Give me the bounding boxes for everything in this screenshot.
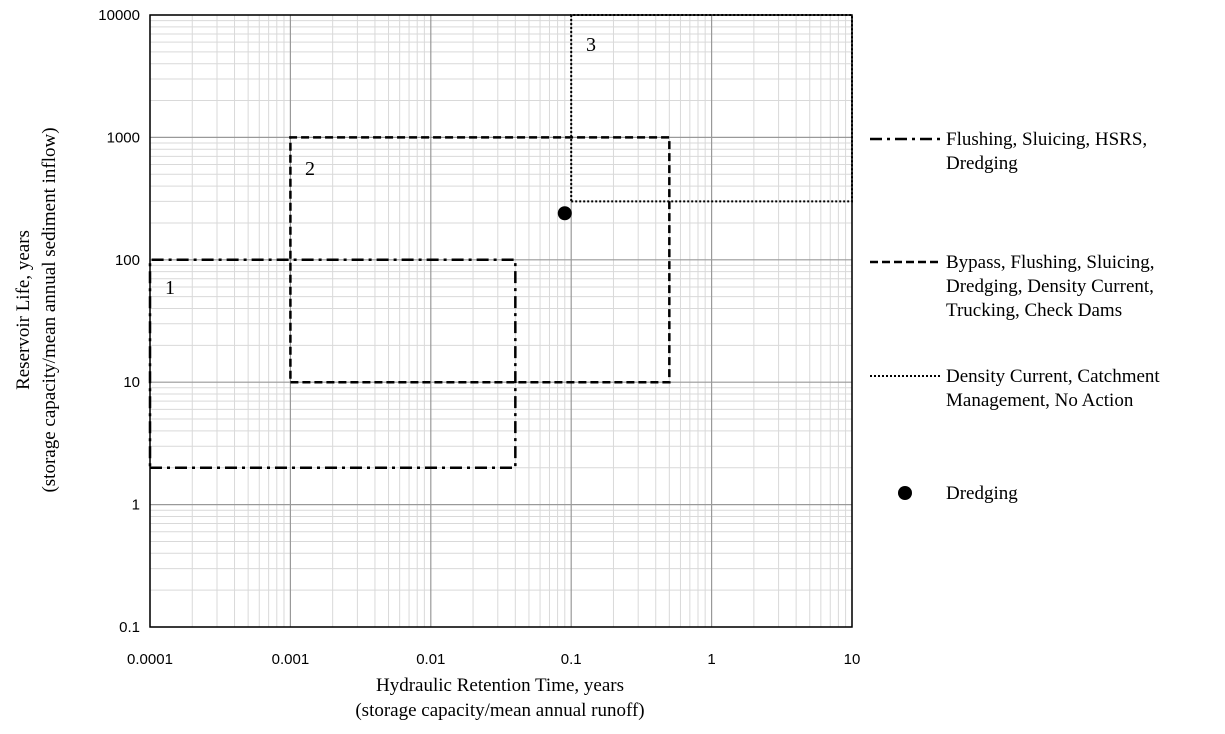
y-tick-label: 1000 <box>107 129 140 146</box>
x-tick-label: 0.0001 <box>127 651 173 668</box>
legend-entry-2: Trucking, Check Dams <box>946 300 1122 321</box>
x-tick-label: 1 <box>707 651 715 668</box>
legend-swatch-point <box>898 486 912 500</box>
series-region-2 <box>289 136 671 384</box>
region-label-2: 2 <box>305 158 315 180</box>
legend-entry-2: Bypass, Flushing, Sluicing, <box>946 252 1155 273</box>
y-tick-label: 100 <box>115 252 140 269</box>
tick-labels: 0.0001 0.001 0.01 0.1 1 10 0.1 1 10 100 1000 10000 <box>98 7 860 668</box>
legend: Flushing, Sluicing, HSRS, Dredging Bypass,… <box>870 129 1160 504</box>
x-axis-title: Hydraulic Retention Time, years <box>376 675 624 696</box>
series-region-1 <box>148 258 517 470</box>
legend-entry-2: Dredging, Density Current, <box>946 276 1154 297</box>
x-tick-label: 0.01 <box>416 651 445 668</box>
y-tick-label: 10 <box>123 374 140 391</box>
legend-entry-1: Dredging <box>946 153 1018 174</box>
major-gridlines <box>149 14 853 628</box>
plot-frame <box>149 14 853 628</box>
legend-entry-3: Density Current, Catchment <box>946 366 1160 387</box>
x-axis-subtitle: (storage capacity/mean annual runoff) <box>355 700 644 721</box>
y-axis-subtitle: (storage capacity/mean annual sediment i… <box>39 127 60 492</box>
y-tick-label: 0.1 <box>119 619 140 636</box>
x-tick-label: 0.001 <box>272 651 310 668</box>
x-tick-label: 0.1 <box>561 651 582 668</box>
point-dredging <box>557 206 572 221</box>
region-label-3: 3 <box>586 34 596 56</box>
region-label-1: 1 <box>165 277 175 299</box>
legend-entry-3: Management, No Action <box>946 390 1134 411</box>
y-tick-label: 10000 <box>98 7 140 24</box>
y-tick-label: 1 <box>132 497 140 514</box>
minor-gridlines <box>150 15 852 627</box>
x-tick-label: 10 <box>844 651 861 668</box>
y-axis-title: Reservoir Life, years <box>13 230 34 390</box>
series-layer: 1 2 3 <box>148 14 853 470</box>
legend-entry-1: Flushing, Sluicing, HSRS, <box>946 129 1147 150</box>
legend-entry-point: Dredging <box>946 483 1018 504</box>
